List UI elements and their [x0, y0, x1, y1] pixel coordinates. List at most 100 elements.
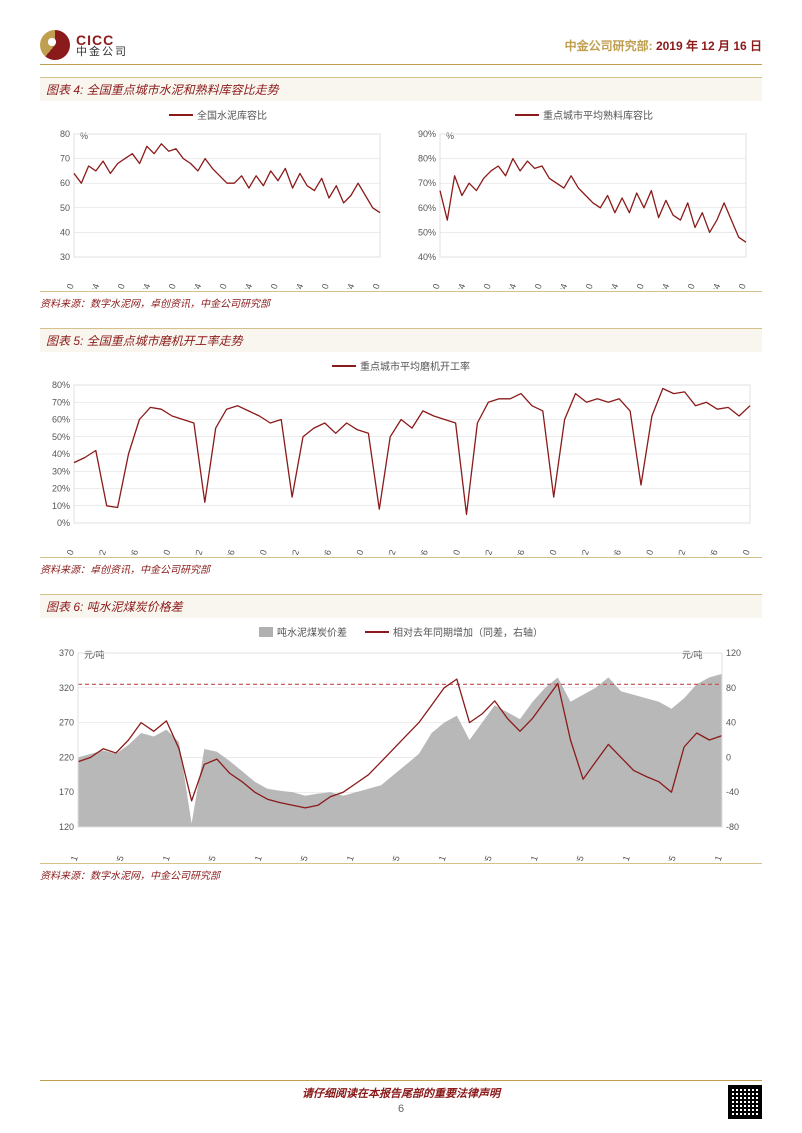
svg-text:19/10: 19/10 — [735, 548, 752, 555]
svg-text:14/05: 14/05 — [201, 854, 218, 861]
svg-text:30%: 30% — [52, 466, 70, 476]
svg-text:15/06: 15/06 — [316, 548, 333, 555]
svg-text:17/02: 17/02 — [477, 548, 494, 555]
svg-text:17/11: 17/11 — [523, 854, 540, 861]
svg-text:120: 120 — [59, 822, 74, 832]
svg-text:16/10: 16/10 — [445, 548, 462, 555]
svg-text:19/11: 19/11 — [707, 854, 724, 861]
svg-text:18/04: 18/04 — [288, 282, 305, 289]
svg-text:18/11: 18/11 — [615, 854, 632, 861]
svg-text:16/10: 16/10 — [212, 282, 229, 289]
footer-disclaimer: 请仔细阅读在本报告尾部的重要法律声明 — [40, 1085, 762, 1101]
svg-text:40%: 40% — [52, 449, 70, 459]
svg-text:0%: 0% — [57, 518, 70, 528]
svg-text:15/04: 15/04 — [501, 282, 518, 289]
svg-text:50%: 50% — [418, 227, 436, 237]
chart6-svg: 120170220270320370-80-4004080120元/吨元/吨12… — [40, 641, 760, 861]
svg-text:17/10: 17/10 — [263, 282, 280, 289]
logo-cn: 中金公司 — [76, 47, 128, 58]
chart4: 全国水泥库容比 304050607080%13/1014/0414/1015/0… — [40, 107, 762, 289]
svg-text:19/02: 19/02 — [670, 548, 687, 555]
report-page: CICC 中金公司 中金公司研究部: 2019 年 12 月 16 日 图表 4… — [0, 0, 802, 1133]
svg-text:18/02: 18/02 — [574, 548, 591, 555]
svg-text:19/06: 19/06 — [703, 548, 720, 555]
svg-text:40: 40 — [726, 718, 736, 728]
svg-text:19/04: 19/04 — [339, 282, 356, 289]
svg-text:14/10: 14/10 — [476, 282, 493, 289]
svg-text:90%: 90% — [418, 129, 436, 139]
svg-text:70: 70 — [60, 154, 70, 164]
chart4-left-svg: 304050607080%13/1014/0414/1015/0415/1016… — [40, 124, 390, 289]
svg-text:17/04: 17/04 — [237, 282, 254, 289]
svg-text:16/10: 16/10 — [578, 282, 595, 289]
svg-text:270: 270 — [59, 718, 74, 728]
svg-text:15/10: 15/10 — [348, 548, 365, 555]
svg-text:320: 320 — [59, 683, 74, 693]
svg-text:19/10: 19/10 — [365, 282, 382, 289]
svg-text:13/10: 13/10 — [155, 548, 172, 555]
svg-text:30: 30 — [60, 252, 70, 262]
svg-text:18/10: 18/10 — [314, 282, 331, 289]
logo: CICC 中金公司 — [40, 30, 128, 60]
svg-text:17/04: 17/04 — [603, 282, 620, 289]
svg-text:220: 220 — [59, 752, 74, 762]
logo-en: CICC — [76, 33, 128, 47]
svg-text:14/04: 14/04 — [84, 282, 101, 289]
chart4-left: 全国水泥库容比 304050607080%13/1014/0414/1015/0… — [40, 107, 396, 289]
svg-text:370: 370 — [59, 648, 74, 658]
svg-text:16/02: 16/02 — [381, 548, 398, 555]
svg-text:80: 80 — [60, 129, 70, 139]
logo-text: CICC 中金公司 — [76, 33, 128, 58]
svg-text:13/06: 13/06 — [123, 548, 140, 555]
qr-code-icon — [728, 1085, 762, 1119]
svg-text:80: 80 — [726, 683, 736, 693]
chart4-source: 资料来源：数字水泥网，卓创资讯，中金公司研究部 — [40, 291, 762, 310]
svg-text:14/11: 14/11 — [247, 854, 264, 861]
svg-text:80%: 80% — [52, 380, 70, 390]
svg-text:17/06: 17/06 — [509, 548, 526, 555]
svg-text:40%: 40% — [418, 252, 436, 262]
chart6: 吨水泥煤炭价差 相对去年同期增加（同差，右轴） 1201702202703203… — [40, 624, 762, 861]
svg-text:元/吨: 元/吨 — [682, 649, 703, 660]
chart5-legend: 重点城市平均磨机开工率 — [40, 358, 762, 373]
svg-text:17/10: 17/10 — [629, 282, 646, 289]
svg-text:19/05: 19/05 — [661, 854, 678, 861]
chart4-right: 重点城市平均熟料库容比 40%50%60%70%80%90%%13/1014/0… — [406, 107, 762, 289]
svg-text:-80: -80 — [726, 822, 739, 832]
svg-text:16/06: 16/06 — [413, 548, 430, 555]
page-footer: 请仔细阅读在本报告尾部的重要法律声明 6 — [40, 1080, 762, 1115]
chart4-title: 图表 4: 全国重点城市水泥和熟料库容比走势 — [40, 77, 762, 101]
svg-text:18/04: 18/04 — [654, 282, 671, 289]
chart6-legend: 吨水泥煤炭价差 相对去年同期增加（同差，右轴） — [40, 624, 762, 639]
chart5: 重点城市平均磨机开工率 0%10%20%30%40%50%60%70%80%12… — [40, 358, 762, 555]
svg-text:16/04: 16/04 — [186, 282, 203, 289]
svg-text:15/04: 15/04 — [135, 282, 152, 289]
svg-text:19/10: 19/10 — [731, 282, 748, 289]
svg-text:15/02: 15/02 — [284, 548, 301, 555]
chart6-source: 资料来源：数字水泥网，中金公司研究部 — [40, 863, 762, 882]
svg-text:60%: 60% — [52, 415, 70, 425]
svg-text:-40: -40 — [726, 787, 739, 797]
svg-text:10%: 10% — [52, 501, 70, 511]
svg-text:14/04: 14/04 — [450, 282, 467, 289]
svg-text:120: 120 — [726, 648, 741, 658]
svg-text:70%: 70% — [418, 178, 436, 188]
svg-text:50: 50 — [60, 203, 70, 213]
svg-text:18/06: 18/06 — [606, 548, 623, 555]
header-department: 中金公司研究部: — [565, 39, 653, 53]
svg-text:15/05: 15/05 — [293, 854, 310, 861]
svg-text:%: % — [446, 131, 454, 141]
svg-text:14/10: 14/10 — [110, 282, 127, 289]
svg-text:15/10: 15/10 — [161, 282, 178, 289]
svg-text:19/04: 19/04 — [705, 282, 722, 289]
svg-text:13/11: 13/11 — [155, 854, 172, 861]
svg-text:13/02: 13/02 — [91, 548, 108, 555]
svg-text:18/10: 18/10 — [680, 282, 697, 289]
svg-text:14/10: 14/10 — [252, 548, 269, 555]
svg-text:14/06: 14/06 — [220, 548, 237, 555]
svg-text:16/04: 16/04 — [552, 282, 569, 289]
chart4-right-legend: 重点城市平均熟料库容比 — [406, 107, 762, 122]
svg-text:80%: 80% — [418, 154, 436, 164]
svg-text:60: 60 — [60, 178, 70, 188]
svg-text:15/11: 15/11 — [339, 854, 356, 861]
